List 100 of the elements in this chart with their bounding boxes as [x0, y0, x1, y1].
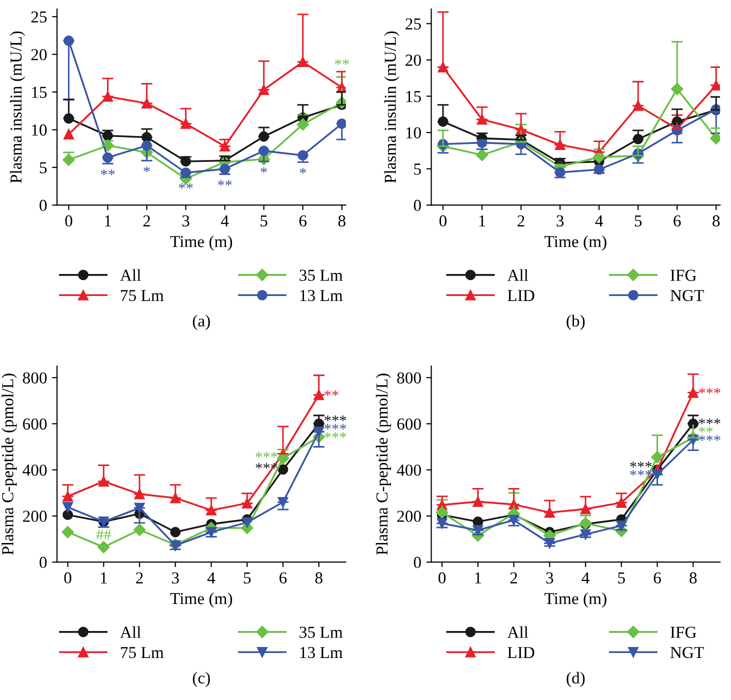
x-tick-label: 2	[136, 572, 143, 584]
y-tick-label: 200	[397, 510, 421, 522]
legend-label: All	[507, 269, 528, 281]
y-tick-label: 20	[31, 49, 47, 60]
y-tick-label: 10	[406, 127, 421, 138]
y-axis-title: Plasma insulin (mU/L)	[384, 31, 400, 184]
data-label: ##	[96, 529, 112, 540]
y-tick-label: 0	[40, 556, 47, 568]
legend-label: 75 Lm	[121, 290, 164, 302]
x-tick-label: 6	[654, 572, 661, 584]
y-tick-label: 400	[396, 464, 421, 476]
legend-label: NGT	[670, 646, 704, 658]
x-tick-label: 0	[438, 572, 446, 584]
point	[62, 526, 74, 538]
x-tick-label: 4	[582, 572, 590, 584]
data-label: ***	[698, 388, 720, 394]
data-label: *	[260, 167, 267, 173]
data-label: ***	[698, 418, 720, 424]
y-tick-label: 0	[414, 556, 421, 568]
x-tick-label: 5	[634, 215, 642, 227]
point	[710, 80, 720, 91]
y-tick-label: 5	[40, 162, 47, 174]
x-axis-title: Time (m)	[170, 592, 232, 608]
data-label: **	[698, 426, 713, 432]
y-axis-title: Plasma C-peptide (pmol/L)	[376, 374, 392, 555]
x-axis-title: Time (m)	[544, 235, 606, 251]
legend-label: 13 Lm	[300, 290, 343, 302]
x-tick-label: 0	[65, 215, 72, 227]
y-tick-label: 10	[32, 124, 47, 136]
point	[62, 510, 73, 520]
text: (d)	[566, 672, 585, 687]
point	[242, 517, 252, 528]
data-label: *	[300, 168, 306, 174]
x-tick-label: 8	[690, 572, 697, 584]
data-label: ***	[324, 424, 346, 430]
x-tick-label: 0	[439, 215, 447, 227]
data-label: *	[144, 166, 150, 172]
text: (a)	[192, 314, 210, 330]
x-tick-label: 0	[64, 572, 72, 584]
legend-label: All	[120, 626, 141, 638]
y-tick-label: 600	[23, 418, 47, 430]
data-label: ***	[630, 462, 652, 468]
y-axis-title: Plasma insulin (mU/L)	[10, 31, 26, 184]
x-tick-label: 2	[143, 215, 150, 226]
point	[170, 526, 181, 538]
y-tick-label: 0	[40, 200, 47, 212]
x-tick-label: 5	[260, 215, 268, 227]
legend-label: IFG	[670, 270, 696, 281]
legend-label: All	[120, 269, 141, 281]
x-tick-label: 6	[674, 215, 681, 227]
legend-label: 75 Lm	[121, 647, 164, 658]
y-tick-label: 20	[406, 54, 421, 66]
data-label: **	[324, 390, 338, 396]
y-tick-label: 5	[414, 164, 421, 175]
data-label: **	[100, 170, 115, 176]
x-tick-label: 1	[479, 215, 486, 226]
data-label: ***	[324, 416, 346, 422]
x-tick-label: 1	[100, 572, 107, 584]
x-tick-label: 1	[105, 215, 111, 226]
y-tick-label: 25	[406, 18, 421, 30]
legend-label: IFG	[670, 626, 696, 638]
point	[62, 502, 73, 512]
x-tick-label: 3	[546, 572, 554, 584]
text: (c)	[192, 672, 210, 687]
x-tick-label: 8	[712, 215, 720, 227]
legend-label: NGT	[670, 290, 704, 302]
point	[476, 148, 488, 162]
x-tick-label: 8	[315, 572, 322, 584]
legend-label: LID	[508, 290, 534, 302]
x-tick-label: 2	[518, 215, 524, 226]
legend-label: 35 Lm	[300, 626, 343, 638]
y-tick-label: 25	[31, 11, 47, 23]
y-tick-label: 600	[397, 418, 421, 430]
point	[133, 524, 146, 536]
data-label: ***	[698, 435, 720, 441]
legend-label: LID	[508, 647, 534, 658]
y-tick-label: 200	[23, 510, 47, 522]
y-tick-label: 15	[32, 86, 47, 98]
y-axis-title: Plasma C-peptide (pmol/L)	[2, 374, 17, 555]
point	[98, 541, 110, 554]
point	[64, 129, 74, 140]
legend-label: 35 Lm	[300, 270, 343, 281]
x-tick-label: 8	[338, 215, 346, 227]
x-axis-title: Time (m)	[544, 592, 606, 608]
x-axis-title: Time (m)	[170, 235, 232, 251]
x-tick-label: 3	[556, 215, 564, 227]
data-label: ***	[256, 452, 278, 458]
x-tick-label: 5	[618, 572, 625, 584]
x-tick-label: 3	[172, 572, 179, 584]
data-label: **	[218, 180, 232, 186]
x-tick-label: 1	[475, 572, 482, 584]
data-label: **	[178, 183, 193, 189]
y-tick-label: 0	[414, 200, 421, 212]
x-tick-label: 6	[280, 572, 287, 584]
text: (b)	[566, 314, 585, 330]
y-tick-label: 800	[397, 372, 421, 384]
y-tick-label: 400	[22, 464, 47, 476]
x-tick-label: 3	[182, 215, 190, 227]
x-tick-label: 6	[299, 215, 307, 227]
legend-label: 13 Lm	[300, 646, 343, 658]
